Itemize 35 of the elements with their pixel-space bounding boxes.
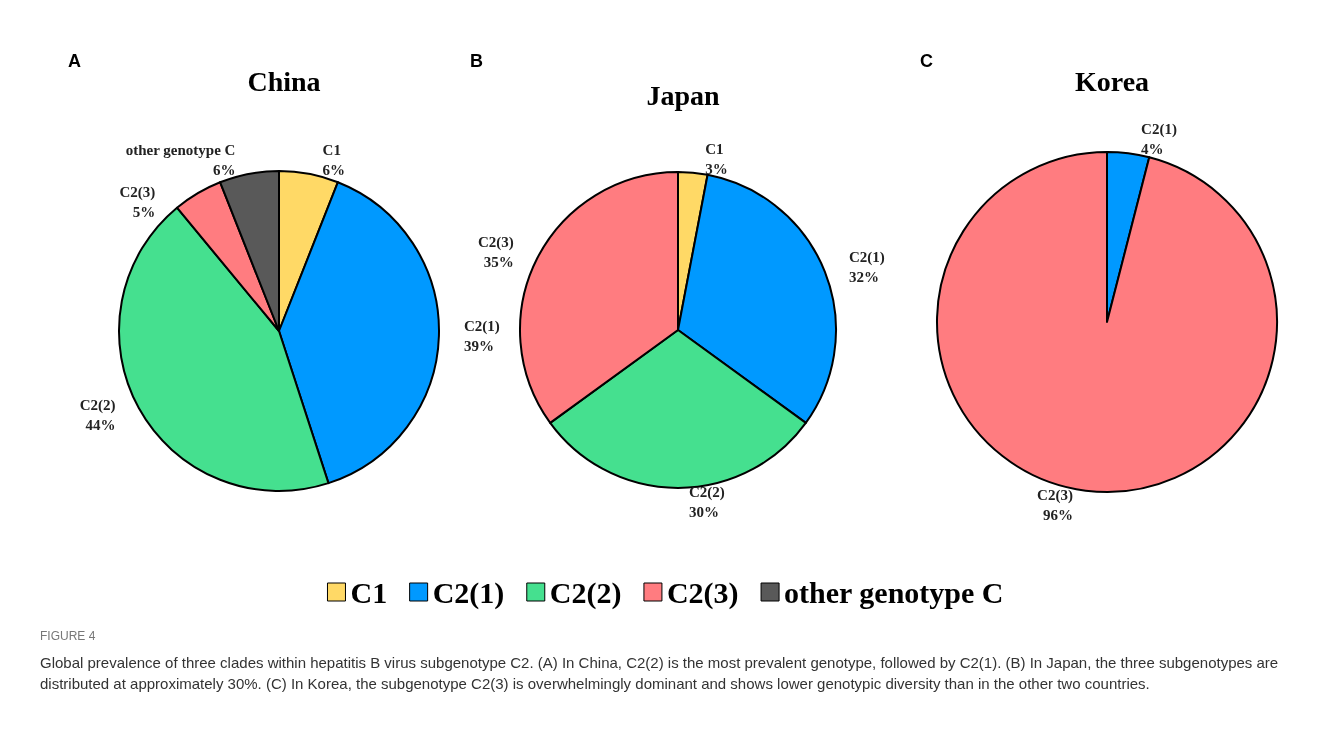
legend-label: C1 (350, 575, 388, 609)
legend-label: C2(3) (666, 575, 739, 610)
legend-label: other genotype C (784, 575, 1004, 609)
text: C (920, 51, 933, 71)
chart-title: Korea (1074, 65, 1150, 97)
data-label: 30% (689, 504, 719, 520)
caption: FIGURE 4 (40, 629, 96, 643)
slice-label: C2(1) (1141, 121, 1177, 139)
slice-label: C2(3) (1037, 486, 1073, 504)
data-label: 4% (1141, 141, 1164, 158)
slice-label: C2(3) (477, 233, 514, 251)
slice-label: C2(1) (463, 318, 500, 336)
slice-label: other genotype C (125, 142, 236, 159)
text: A (68, 51, 81, 71)
data-label: 5% (132, 204, 156, 221)
data-label: 3% (705, 160, 728, 177)
data-label: 6% (212, 162, 236, 179)
data-label: 96% (1042, 506, 1073, 523)
data-label: 39% (463, 338, 494, 355)
chart-title: Japan (646, 79, 720, 111)
data-label: 6% (322, 162, 346, 179)
legend-label: C2(1) (432, 575, 505, 610)
data-label: 35% (483, 253, 514, 270)
slice-label: C2(2) (689, 484, 725, 501)
slice-label: C1 (705, 140, 724, 157)
data-label: 32% (848, 268, 879, 285)
slice-label: C2(3) (119, 184, 156, 202)
text: Global prevalence of three clades within hepatitis B virus subgenotype C2. (A) In China, C2(2) is the most prevalent genotype, followed by C2(1). (B) In Japan, the three subgenotypes are distributed at approximately 30%. (C) In Korea, the subgenotype C2(3) is overwhelmingly dominant and shows lower genotypic diversity than in the other two countries. (40, 654, 1283, 692)
slice-label: C1 (322, 142, 341, 159)
chart-title: China (247, 65, 321, 97)
text: B (470, 51, 483, 71)
slice-label: C2(1) (848, 248, 885, 266)
data-label: 44% (85, 416, 116, 433)
slice-label: C2(2) (79, 396, 116, 414)
legend-label: C2(2) (549, 575, 622, 610)
